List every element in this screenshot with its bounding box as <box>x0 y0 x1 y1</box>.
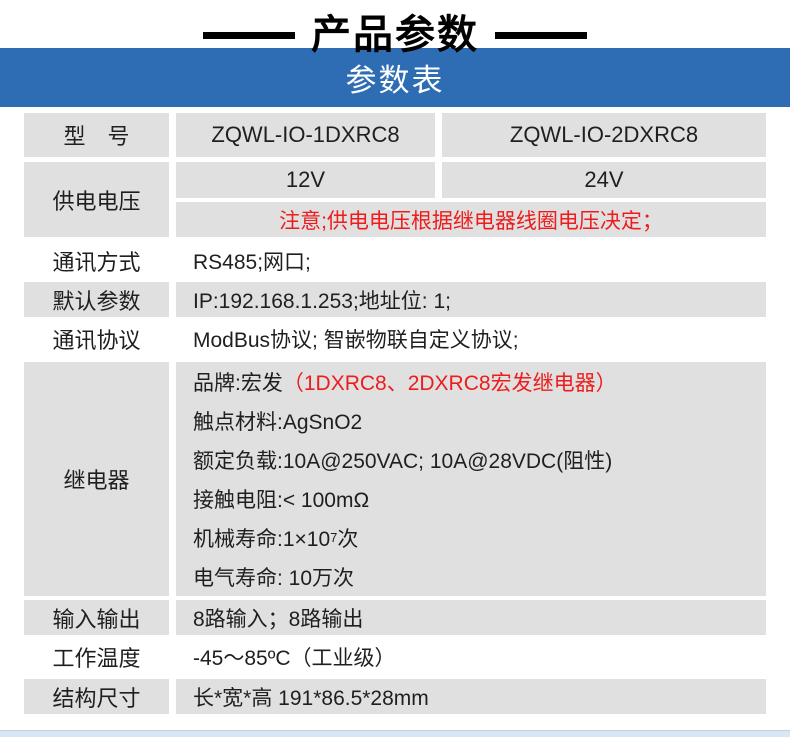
relay-rated-load: 额定负载:10A@250VAC; 10A@28VDC(阻性) <box>193 449 613 473</box>
column-divider <box>435 113 442 157</box>
relay-contact-material: 触点材料:AgSnO2 <box>193 410 363 434</box>
voltage-label: 供电电压 <box>24 162 169 237</box>
row-divider <box>176 198 766 202</box>
row-supply-voltage: 供电电压 12V 24V 注意;供电电压根据继电器线圈电压决定； <box>24 162 766 237</box>
title-dash-left <box>203 31 295 39</box>
section-title-row: 产品参数 <box>0 0 790 57</box>
voltage-value-row: 12V 24V <box>176 162 766 198</box>
page-title: 产品参数 <box>311 13 479 57</box>
dimensions-label: 结构尺寸 <box>24 679 169 714</box>
relay-specs: 品牌:宏发 （1DXRC8、2DXRC8宏发继电器） 触点材料:AgSnO2 额定… <box>176 362 766 596</box>
row-model: 型 号 ZQWL-IO-1DXRC8 ZQWL-IO-2DXRC8 <box>24 113 766 157</box>
model-values: ZQWL-IO-1DXRC8 ZQWL-IO-2DXRC8 <box>176 113 766 157</box>
row-relay: 继电器 品牌:宏发 （1DXRC8、2DXRC8宏发继电器） 触点材料:AgSnO… <box>24 362 766 596</box>
row-comm-protocol: 通讯协议 ModBus协议; 智嵌物联自定义协议; <box>24 320 766 357</box>
model-value-2: ZQWL-IO-2DXRC8 <box>442 113 766 157</box>
relay-brand-line: 品牌:宏发 （1DXRC8、2DXRC8宏发继电器） <box>193 362 766 401</box>
relay-contact-resistance: 接触电阻:< 100mΩ <box>193 488 370 512</box>
column-divider <box>169 679 176 714</box>
comm-mode-label: 通讯方式 <box>24 243 169 279</box>
voltage-values: 12V 24V 注意;供电电压根据继电器线圈电压决定； <box>176 162 766 237</box>
model-value-1: ZQWL-IO-1DXRC8 <box>176 113 435 157</box>
default-params-value: IP:192.168.1.253;地址位: 1; <box>176 282 766 317</box>
temperature-value: -45～85ºC（工业级） <box>176 638 766 676</box>
voltage-value-1: 12V <box>176 162 435 198</box>
row-comm-mode: 通讯方式 RS485;网口; <box>24 243 766 279</box>
relay-mechanical-life: 机械寿命:1×10 7 次 <box>193 518 766 557</box>
column-divider <box>169 162 176 237</box>
relay-electrical-life: 电气寿命: 10万次 <box>193 566 355 590</box>
column-divider <box>169 282 176 317</box>
dimensions-value: 长*宽*高 191*86.5*28mm <box>176 679 766 714</box>
column-divider <box>169 113 176 157</box>
table-title-banner: 参数表 <box>0 48 790 107</box>
comm-mode-value: RS485;网口; <box>176 243 766 279</box>
table-title: 参数表 <box>345 63 445 98</box>
relay-brand: 品牌:宏发 <box>193 371 283 395</box>
model-label: 型 号 <box>24 113 169 157</box>
relay-brand-note: （1DXRC8、2DXRC8宏发继电器） <box>282 371 617 395</box>
row-default-params: 默认参数 IP:192.168.1.253;地址位: 1; <box>24 282 766 317</box>
row-dimensions: 结构尺寸 长*宽*高 191*86.5*28mm <box>24 679 766 714</box>
next-section-edge <box>0 730 790 737</box>
row-working-temperature: 工作温度 -45～85ºC（工业级） <box>24 638 766 676</box>
comm-protocol-label: 通讯协议 <box>24 320 169 357</box>
io-label: 输入输出 <box>24 600 169 635</box>
mech-life-unit: 次 <box>337 527 359 551</box>
parameter-table: 型 号 ZQWL-IO-1DXRC8 ZQWL-IO-2DXRC8 供电电压 1… <box>24 113 766 714</box>
temperature-label: 工作温度 <box>24 638 169 676</box>
column-divider <box>169 243 176 279</box>
voltage-value-2: 24V <box>442 162 766 198</box>
default-params-label: 默认参数 <box>24 282 169 317</box>
column-divider <box>435 162 442 198</box>
column-divider <box>169 600 176 635</box>
comm-protocol-value: ModBus协议; 智嵌物联自定义协议; <box>176 320 766 357</box>
mech-life-base: 机械寿命:1×10 <box>193 527 331 551</box>
voltage-warning-note: 注意;供电电压根据继电器线圈电压决定； <box>176 202 766 237</box>
column-divider <box>169 638 176 676</box>
row-io: 输入输出 8路输入；8路输出 <box>24 600 766 635</box>
column-divider <box>169 362 176 596</box>
relay-label: 继电器 <box>24 362 169 596</box>
title-dash-right <box>495 31 587 39</box>
column-divider <box>169 320 176 357</box>
io-value: 8路输入；8路输出 <box>176 600 766 635</box>
